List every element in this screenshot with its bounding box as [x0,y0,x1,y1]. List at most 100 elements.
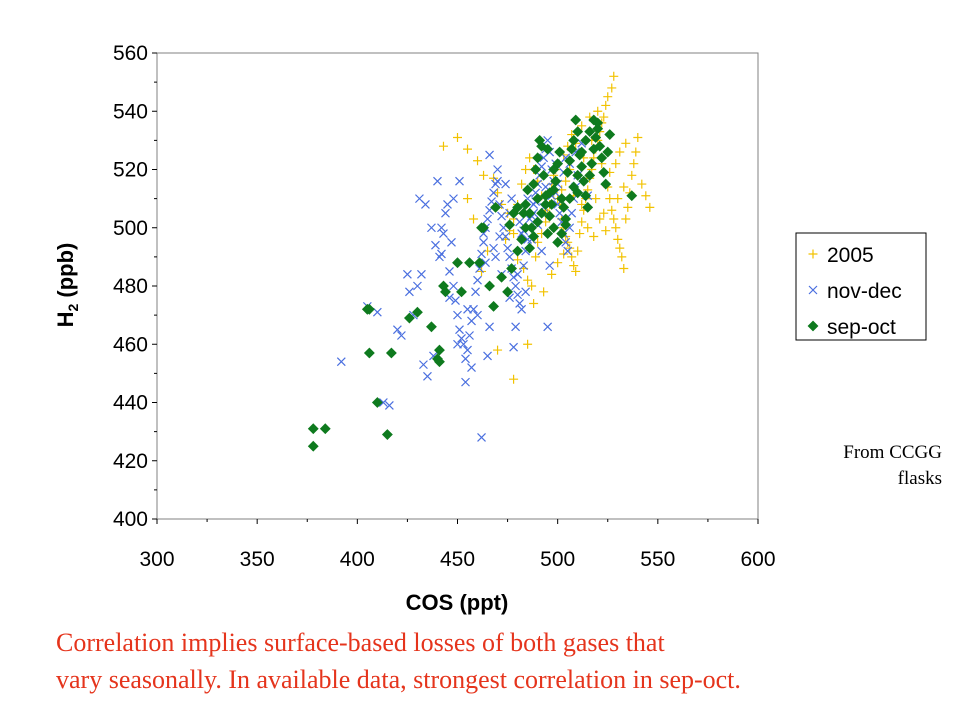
data-point-2005 [463,144,473,154]
data-point-nov-dec [447,237,456,247]
data-point-sep-oct [578,175,590,187]
data-point-sep-oct [544,210,556,222]
data-point-2005 [633,132,643,142]
data-point-nov-dec [392,325,402,335]
y-tick-label: 520 [113,159,148,182]
data-point-2005 [577,217,587,227]
data-point-2005 [563,237,573,247]
y-tick-label: 420 [113,450,148,473]
data-point-nov-dec [563,246,573,256]
data-point-sep-oct [600,178,612,190]
data-point-2005 [589,231,599,241]
data-point-2005 [595,214,605,224]
data-point-nov-dec [483,214,492,224]
y-axis-title: H2 (ppb) [53,243,81,328]
data-point-sep-oct [602,146,614,158]
data-point-sep-oct [434,356,445,368]
data-point-sep-oct [558,201,570,213]
data-point-sep-oct [518,207,530,219]
data-point-sep-oct [542,228,554,239]
data-point-sep-oct [554,146,566,158]
data-point-2005 [561,176,571,186]
data-point-2005 [529,298,539,308]
data-point-nov-dec [467,363,476,372]
data-point-2005 [621,214,631,224]
data-point-nov-dec [473,310,482,320]
data-point-sep-oct [512,201,524,213]
data-point-sep-oct [522,184,534,196]
data-point-nov-dec [511,322,521,332]
data-point-2005 [577,121,587,131]
data-point-nov-dec [437,223,446,233]
data-point-nov-dec [415,194,424,204]
data-point-nov-dec [378,398,388,407]
data-point-sep-oct [562,166,574,178]
data-point-2005 [513,255,523,265]
y-tick-label: 540 [113,100,148,123]
data-point-nov-dec [543,135,553,145]
series-sep-oct [307,114,638,452]
data-point-nov-dec [372,307,382,317]
data-point-2005 [617,252,627,262]
data-point-sep-oct [490,201,501,213]
data-point-nov-dec [511,281,521,291]
data-point-nov-dec [567,208,577,218]
data-point-nov-dec [439,229,448,238]
data-point-2005 [645,202,655,212]
data-point-nov-dec [457,334,466,343]
data-point-nov-dec [509,342,519,352]
data-point-sep-oct [440,286,451,298]
data-point-nov-dec [453,339,462,349]
data-point-sep-oct [548,164,560,175]
data-point-2005 [615,147,625,157]
data-point-sep-oct [363,303,375,315]
x-axis-title: COS (ppt) [406,590,509,615]
data-point-sep-oct [504,219,516,231]
data-point-2005 [599,208,609,218]
data-point-2005 [599,112,609,122]
data-point-sep-oct [564,193,576,205]
data-point-nov-dec [515,217,525,227]
data-point-sep-oct [584,169,596,181]
data-point-sep-oct [403,312,415,324]
data-point-2005 [619,182,629,192]
x-axis: 300 350 400 450 500 550 600 [139,519,776,571]
data-point-sep-oct [548,222,560,234]
x-tick-label: 450 [440,548,475,571]
data-point-nov-dec [461,354,470,364]
data-point-2005 [523,275,533,285]
data-point-2005 [611,159,621,169]
data-point-nov-dec [493,176,502,186]
data-point-sep-oct [572,169,584,181]
data-point-2005 [523,339,533,349]
data-point-2005 [521,165,531,174]
data-point-nov-dec [477,433,486,442]
data-point-2005 [631,147,641,157]
data-point-2005 [473,156,483,166]
data-point-sep-oct [592,117,604,129]
data-point-2005 [479,170,489,180]
data-point-nov-dec [437,249,446,259]
data-point-sep-oct [580,134,592,146]
data-point-nov-dec [441,208,450,218]
data-point-sep-oct [604,129,616,140]
data-point-2005 [463,194,473,204]
data-point-sep-oct [564,155,576,167]
data-point-2005 [575,229,585,239]
data-point-nov-dec [491,252,500,262]
data-point-nov-dec [449,281,458,291]
data-point-nov-dec [521,287,531,297]
plot-area [156,52,759,520]
data-point-2005 [565,243,575,253]
data-point-nov-dec [477,249,486,259]
data-point-nov-dec [455,176,464,186]
data-point-sep-oct [530,164,542,175]
data-point-2005 [627,170,637,180]
data-point-sep-oct [319,423,331,435]
data-point-sep-oct [496,271,507,283]
data-point-sep-oct [452,257,463,269]
data-point-sep-oct [528,178,540,190]
data-point-sep-oct [576,146,588,158]
data-point-sep-oct [528,231,540,242]
data-point-sep-oct [307,423,319,435]
